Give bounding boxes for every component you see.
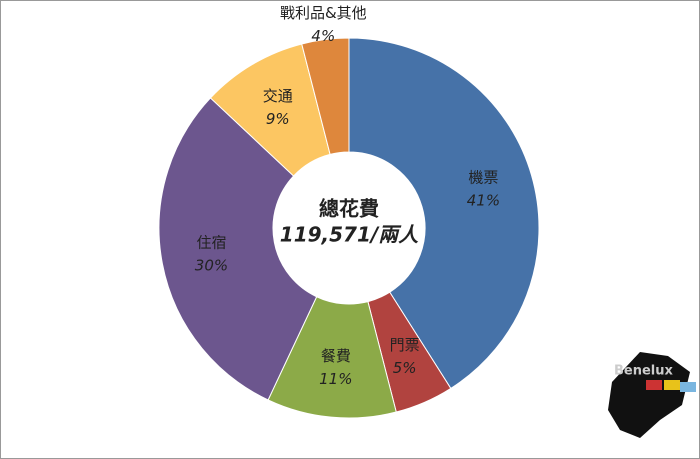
- category-label: 交通: [263, 87, 293, 105]
- watermark-text: Benelux: [614, 364, 674, 379]
- value-label: 4%: [311, 27, 335, 45]
- watermark-map: [608, 352, 690, 438]
- value-label: 9%: [266, 110, 290, 128]
- category-label: 機票: [468, 168, 498, 186]
- flag: [646, 380, 662, 390]
- value-label: 41%: [467, 191, 500, 209]
- center-subtitle: 119,571/兩人: [280, 223, 419, 247]
- value-label: 30%: [195, 257, 228, 275]
- flag: [664, 380, 680, 390]
- watermark: Benelux: [608, 352, 696, 438]
- donut-hole: [273, 152, 425, 304]
- center-title: 總花費: [319, 197, 379, 221]
- value-label: 5%: [393, 359, 417, 377]
- category-label: 住宿: [196, 234, 226, 252]
- flag: [680, 382, 696, 392]
- slices: [158, 37, 540, 419]
- category-label: 戰利品&其他: [280, 4, 367, 22]
- category-label: 門票: [390, 336, 420, 354]
- value-label: 11%: [319, 370, 352, 388]
- category-label: 餐費: [321, 347, 351, 365]
